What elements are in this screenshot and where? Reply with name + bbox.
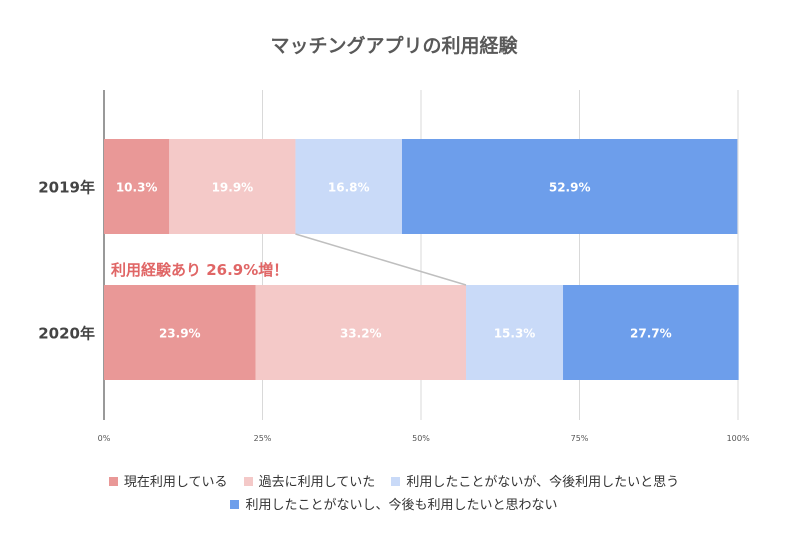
legend-swatch [391,477,401,486]
legend-swatch [243,477,253,486]
chart-title: マッチングアプリの利用経験 [270,34,518,57]
bar-segment [466,285,564,380]
data-label: 33.2% [340,327,382,341]
legend-row-1: 現在利用している 過去に利用していた 利用したことがないが、今後利用したいと思う [0,471,788,490]
connector-line [295,233,467,286]
bar-segment [401,139,738,234]
legend-item-want[interactable]: 利用したことがないが、今後利用したいと思う [391,471,679,490]
x-tick-label: 25% [254,434,272,443]
bars [104,139,739,380]
legend-label: 過去に利用していた [258,475,376,490]
category-labels: 2019年 2020年 [38,179,95,343]
comparison-connector [295,233,467,286]
data-label: 19.9% [212,181,254,195]
category-label: 2020年 [38,325,95,343]
bar-segment [295,139,402,234]
data-label: 10.3% [116,181,158,195]
data-label: 27.7% [630,327,672,341]
x-tick-labels: 0% 25% 50% 75% 100% [98,434,750,443]
legend-item-past[interactable]: 過去に利用していた [243,471,376,490]
legend-label: 利用したことがないが、今後利用したいと思う [406,475,680,490]
legend-label: 現在利用している [123,475,228,490]
x-tick-label: 100% [727,434,750,443]
legend-item-never[interactable]: 利用したことがないし、今後も利用したいと思わない [230,494,558,513]
bar-segment [169,139,296,234]
x-tick-label: 0% [98,434,111,443]
data-label: 15.3% [494,327,536,341]
bar-segment [104,285,256,380]
bar-segment [563,285,739,380]
legend-label: 利用したことがないし、今後も利用したいと思わない [245,498,558,513]
data-labels: 10.3% 19.9% 16.8% 52.9% 23.9% 33.2% 15.3% 27.7% [116,181,672,341]
annotation-text: 利用経験あり 26.9%増！ [111,261,288,279]
legend-swatch [108,477,118,486]
data-label: 23.9% [159,327,201,341]
legend-swatch [230,500,240,509]
data-label: 16.8% [328,181,370,195]
bar-segment [104,139,170,234]
category-label: 2019年 [38,179,95,197]
legend-row-2: 利用したことがないし、今後も利用したいと思わない [0,494,788,513]
bar-segment [255,285,467,380]
legend-item-current[interactable]: 現在利用している [108,471,228,490]
data-label: 52.9% [549,181,591,195]
x-tick-label: 75% [571,434,589,443]
x-tick-label: 50% [412,434,430,443]
